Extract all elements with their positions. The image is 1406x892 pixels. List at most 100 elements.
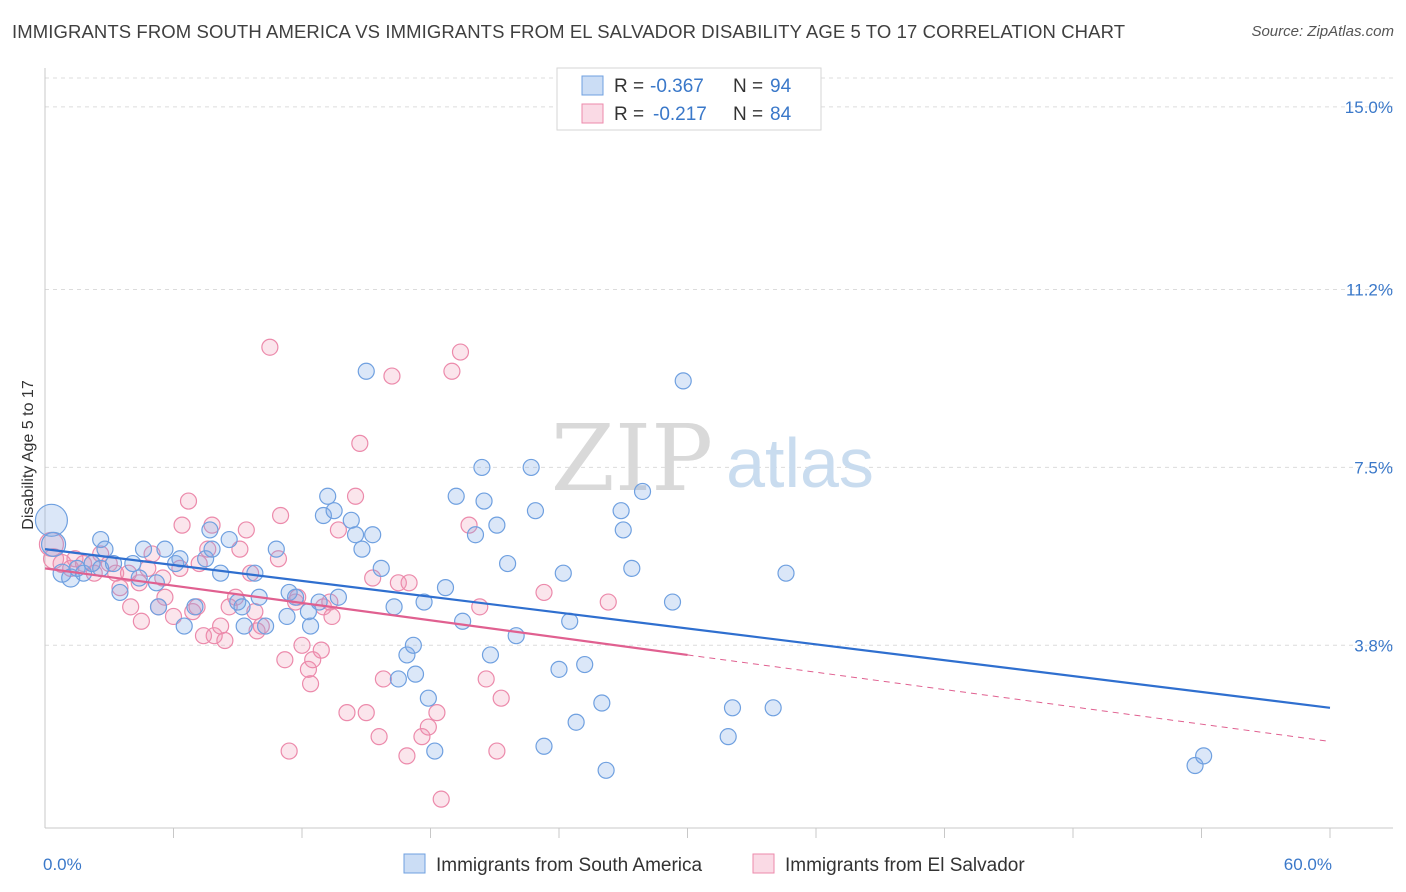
legend-n-value-blue: 94 (770, 76, 792, 97)
point-blue-11 (111, 583, 129, 602)
point-pink-49 (293, 636, 311, 654)
point-pink-23 (173, 516, 191, 534)
point-blue-70 (535, 737, 553, 755)
point-pink-77 (477, 670, 495, 688)
point-blue-82 (663, 593, 682, 611)
point-blue-77 (597, 761, 615, 779)
point-pink-12 (119, 564, 138, 582)
point-pink-46 (280, 742, 298, 760)
point-blue-72 (554, 564, 572, 582)
source-label: Source: ZipAtlas.com (1251, 23, 1394, 40)
point-blue-76 (593, 694, 611, 712)
legend-n-label-blue: N = (733, 76, 763, 97)
point-pink-45 (276, 651, 294, 669)
point-pink-20 (156, 588, 174, 606)
point-blue-34 (278, 607, 296, 626)
point-blue-78 (612, 502, 630, 520)
point-blue-52 (398, 646, 416, 664)
trendline-blue (44, 548, 1331, 709)
point-blue-41 (319, 487, 337, 505)
correlation-legend: R = -0.367 N = 94 R = -0.217 N = 84 (556, 67, 822, 131)
point-blue-74 (567, 713, 585, 731)
point-blue-39 (310, 593, 328, 611)
point-blue-42 (325, 502, 343, 520)
point-pink-33 (216, 631, 234, 650)
x-tick-label-1: 60.0% (1284, 855, 1332, 874)
point-blue-45 (346, 526, 365, 544)
point-pink-75 (460, 516, 478, 534)
watermark-atlas: atlas (726, 424, 874, 502)
point-pink-81 (599, 593, 617, 611)
point-pink-15 (132, 612, 150, 630)
point-blue-63 (475, 492, 493, 510)
point-blue-61 (466, 526, 485, 544)
gridlines (45, 77, 1393, 646)
point-pink-52 (304, 651, 322, 669)
point-blue-79 (614, 521, 632, 539)
point-pink-57 (329, 521, 348, 539)
point-blue-59 (447, 487, 465, 505)
point-blue-89 (1195, 747, 1213, 765)
point-pink-53 (312, 641, 330, 659)
point-blue-49 (372, 559, 390, 577)
y-tick-label-3: 15.0% (1345, 98, 1393, 117)
point-blue-21 (186, 598, 204, 616)
point-blue-85 (723, 699, 742, 717)
point-blue-22 (197, 550, 215, 568)
point-blue-71 (550, 660, 568, 678)
point-blue-1 (40, 531, 67, 557)
y-tick-label-1: 7.5% (1354, 458, 1393, 477)
point-blue-24 (203, 540, 221, 558)
point-blue-38 (301, 617, 320, 635)
point-blue-60 (454, 612, 472, 630)
point-blue-65 (488, 516, 506, 534)
point-pink-51 (301, 675, 320, 693)
point-pink-50 (299, 660, 318, 678)
point-pink-21 (164, 607, 183, 626)
point-blue-19 (175, 617, 193, 635)
legend-r-value-blue: -0.367 (650, 76, 704, 97)
legend-swatch-south-america (403, 853, 426, 874)
trendline-pink-extension (687, 654, 1331, 742)
point-blue-84 (719, 728, 737, 746)
point-blue-83 (674, 372, 692, 390)
point-blue-17 (156, 540, 174, 558)
point-blue-86 (764, 699, 782, 717)
point-blue-26 (220, 530, 238, 549)
point-blue-51 (389, 670, 407, 688)
point-pink-13 (122, 598, 140, 616)
point-pink-56 (323, 607, 341, 626)
point-blue-30 (246, 564, 264, 582)
point-pink-68 (400, 574, 418, 592)
point-pink-67 (398, 747, 416, 765)
point-blue-33 (267, 540, 285, 558)
legend-box (556, 67, 822, 131)
point-blue-16 (149, 598, 168, 616)
point-blue-0 (34, 503, 69, 537)
point-blue-55 (415, 593, 433, 611)
point-pink-11 (111, 579, 129, 597)
point-blue-28 (233, 598, 251, 616)
legend-n-value-pink: 84 (770, 104, 792, 125)
point-pink-32 (212, 617, 230, 635)
trendlines (44, 548, 1331, 742)
point-blue-47 (357, 362, 375, 380)
point-pink-31 (205, 627, 223, 645)
point-pink-63 (370, 728, 388, 746)
chart-title: IMMIGRANTS FROM SOUTH AMERICA VS IMMIGRA… (12, 21, 1126, 42)
point-pink-65 (383, 367, 401, 385)
point-pink-71 (428, 704, 446, 722)
point-blue-44 (342, 511, 360, 529)
point-blue-58 (436, 579, 455, 597)
point-pink-37 (237, 521, 255, 539)
legend-r-label-pink: R = (614, 104, 644, 125)
point-pink-44 (271, 506, 290, 525)
point-blue-75 (576, 655, 594, 674)
series-el-salvador-points (38, 338, 617, 808)
point-blue-14 (134, 540, 153, 558)
watermark-zip: ZIP (551, 405, 713, 512)
point-pink-73 (443, 362, 461, 380)
legend-swatch-pink (581, 103, 604, 124)
point-pink-60 (351, 434, 369, 452)
